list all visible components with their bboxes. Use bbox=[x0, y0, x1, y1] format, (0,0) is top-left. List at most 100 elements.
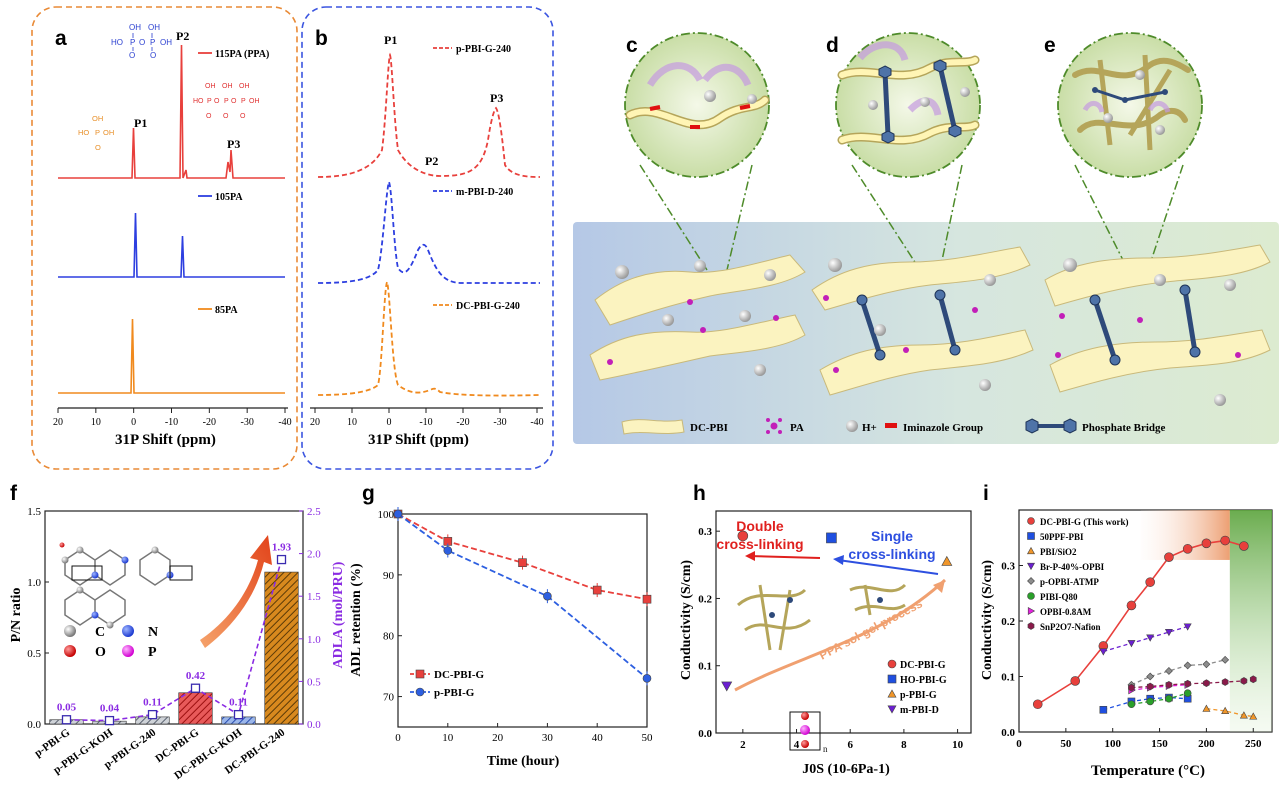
legend-iminazole: Iminazole Group bbox=[903, 422, 983, 434]
point-pibi-q80 bbox=[1183, 689, 1192, 697]
y-tick-label-h: 0.2 bbox=[698, 593, 712, 605]
panel-g-letter: g bbox=[362, 482, 375, 505]
repeat-unit-icon: n bbox=[789, 711, 828, 754]
y-tick-label-g: 80 bbox=[383, 631, 395, 643]
point-p-pbi-g bbox=[443, 546, 453, 555]
bar-dc-pbi-g bbox=[178, 692, 213, 725]
schematic-legend: DC-PBI PA H+ Iminazole Group Phosphate B… bbox=[621, 418, 1166, 435]
x-tick-label: -20 bbox=[456, 417, 469, 428]
adl-point bbox=[190, 683, 201, 693]
x-tick-label-g: 30 bbox=[542, 732, 554, 744]
panel-e-letter: e bbox=[1044, 34, 1056, 57]
y-tick-label-i: 0.3 bbox=[1001, 561, 1015, 573]
adl-data-label: 0.11 bbox=[143, 697, 162, 709]
panel-d-letter: d bbox=[826, 34, 839, 57]
legend-label-i: Br-P-40%-OPBI bbox=[1040, 562, 1105, 572]
spectrum-115pa bbox=[58, 44, 285, 179]
legend-marker-i bbox=[1027, 592, 1035, 600]
point-pibi-q80 bbox=[1127, 700, 1136, 709]
x-tick-label-g: 0 bbox=[395, 732, 401, 744]
legend-bridge: Phosphate Bridge bbox=[1082, 422, 1166, 434]
carbon-atom-icon bbox=[64, 625, 76, 637]
double-crosslinking-label-2: cross-linking bbox=[716, 536, 803, 552]
x-tick-label: 20 bbox=[310, 417, 320, 428]
proton-spheres bbox=[615, 258, 1236, 406]
point-p-opbi-atmp bbox=[1146, 672, 1155, 681]
legend-85pa: 85PA bbox=[215, 305, 238, 316]
point-p-pbi-g bbox=[543, 591, 552, 601]
x-tick-label-h: 10 bbox=[952, 739, 964, 751]
x-axis-label-h: J0S (10-6Pa-1) bbox=[802, 762, 890, 777]
point-snp2o7-nafion bbox=[1146, 682, 1154, 691]
point-br-p-40-opbi bbox=[1127, 640, 1136, 648]
chain-c-icon bbox=[625, 62, 770, 130]
legend-label-g: p-PBI-G bbox=[434, 687, 475, 699]
operating-range-band bbox=[1229, 510, 1272, 732]
x-tick-label-i: 0 bbox=[1016, 738, 1022, 750]
adl-point bbox=[233, 709, 244, 720]
svg-text:n: n bbox=[823, 744, 828, 754]
chart-i-marks: 0 50 100 150 200 250 0.0 0.1 0.2 0.3 DC-PBI-G (Thi… bbox=[1001, 510, 1272, 750]
svg-text:P: P bbox=[130, 38, 135, 47]
svg-text:P: P bbox=[224, 98, 229, 105]
point-br-p-40-opbi bbox=[1164, 628, 1173, 637]
point-snp2o7-nafion bbox=[1249, 675, 1257, 684]
y-tick-label-right: 1.0 bbox=[307, 634, 321, 646]
adl-point bbox=[104, 715, 115, 726]
phosphate-bridges bbox=[859, 289, 1198, 361]
x-tick-label-g: 10 bbox=[442, 732, 454, 744]
x-tick-label-g: 20 bbox=[492, 732, 504, 744]
peak-label-p1: P1 bbox=[134, 116, 147, 130]
x-tick-label-i: 100 bbox=[1104, 738, 1121, 750]
y-tick-label-right: 2.0 bbox=[307, 549, 321, 561]
point-br-p-40-opbi bbox=[1146, 634, 1155, 642]
point-ho-pbi-g bbox=[826, 532, 837, 544]
svg-text:P: P bbox=[150, 38, 155, 47]
legend-marker-i bbox=[1027, 532, 1035, 540]
point-p-opbi-atmp bbox=[1202, 660, 1211, 669]
oxygen-atom-icon bbox=[64, 645, 76, 657]
process-arrow-head bbox=[933, 580, 945, 593]
legend-dc-pbi: DC-PBI bbox=[690, 422, 728, 434]
y-tick-label-g: 100 bbox=[378, 509, 395, 521]
point-pbi-sio2 bbox=[1239, 711, 1248, 719]
point-dc-pbi-g bbox=[737, 530, 749, 542]
svg-text:O: O bbox=[223, 113, 229, 120]
proton-legend-icon bbox=[846, 420, 858, 432]
zoom-circle-e bbox=[1057, 32, 1203, 178]
molecule-f-icon bbox=[59, 542, 193, 629]
panel-i-letter: i bbox=[983, 482, 989, 505]
point-snp2o7-nafion bbox=[1221, 678, 1229, 686]
x-tick-label-h: 8 bbox=[901, 739, 907, 751]
spectrum-85pa bbox=[58, 318, 285, 394]
spectrum-105pa bbox=[58, 212, 285, 278]
panel-h-letter: h bbox=[693, 482, 706, 505]
point-pibi-q80 bbox=[1165, 694, 1173, 703]
svg-text:O: O bbox=[139, 38, 145, 47]
legend-marker-i bbox=[1027, 577, 1035, 585]
point-dc-pbi-g-this-work- bbox=[1220, 535, 1230, 546]
peak-label-b-p1: P1 bbox=[384, 33, 397, 47]
bridge-nodes bbox=[856, 284, 1201, 366]
adl-point bbox=[276, 554, 287, 565]
membrane-sheets bbox=[589, 244, 1271, 396]
svg-text:P: P bbox=[95, 128, 100, 137]
bridge-legend-icon bbox=[1025, 418, 1077, 434]
x-tick-label-i: 250 bbox=[1245, 738, 1262, 750]
chain-d-icon bbox=[837, 41, 980, 145]
point-br-p-40-opbi bbox=[1099, 648, 1108, 656]
point-pibi-q80 bbox=[1146, 697, 1154, 706]
legend-label-g: DC-PBI-G bbox=[434, 669, 485, 681]
legend-marker-h bbox=[887, 659, 897, 669]
chart-g-marks: 0 10 20 30 40 50 70 80 90 100 DC-PBI-G p-PBI-G bbox=[378, 507, 653, 744]
point-dc-pbi-g-this-work- bbox=[1164, 552, 1174, 562]
point-p-opbi-atmp bbox=[1221, 655, 1230, 664]
line-50ppf-pbi bbox=[1103, 696, 1188, 711]
point-br-p-40-opbi bbox=[1183, 623, 1192, 631]
point-50ppf-pbi bbox=[1099, 705, 1108, 714]
legend-marker-i bbox=[1027, 517, 1035, 525]
legend-marker-g bbox=[415, 669, 425, 679]
svg-text:OH: OH bbox=[249, 98, 260, 105]
legend-m-pbi-d-240: m-PBI-D-240 bbox=[456, 187, 513, 198]
